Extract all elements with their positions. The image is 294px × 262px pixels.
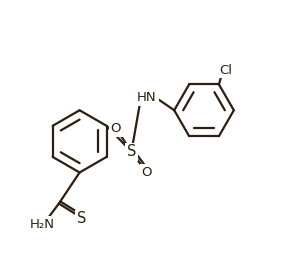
Text: O: O [142,166,152,179]
Text: S: S [77,211,86,226]
Text: O: O [111,122,121,135]
Text: Cl: Cl [219,64,232,77]
Text: HN: HN [137,91,157,104]
Text: H₂N: H₂N [29,218,54,231]
Text: S: S [127,144,136,159]
